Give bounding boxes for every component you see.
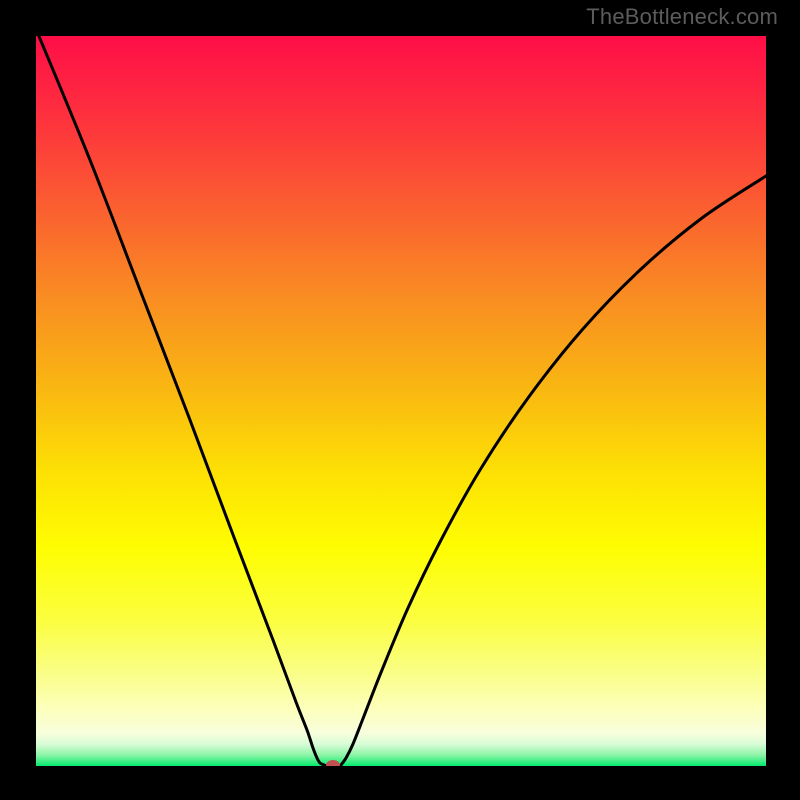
bottleneck-chart <box>0 0 800 800</box>
chart-container: TheBottleneck.com <box>0 0 800 800</box>
watermark-text: TheBottleneck.com <box>586 4 778 30</box>
plot-background <box>36 36 766 766</box>
